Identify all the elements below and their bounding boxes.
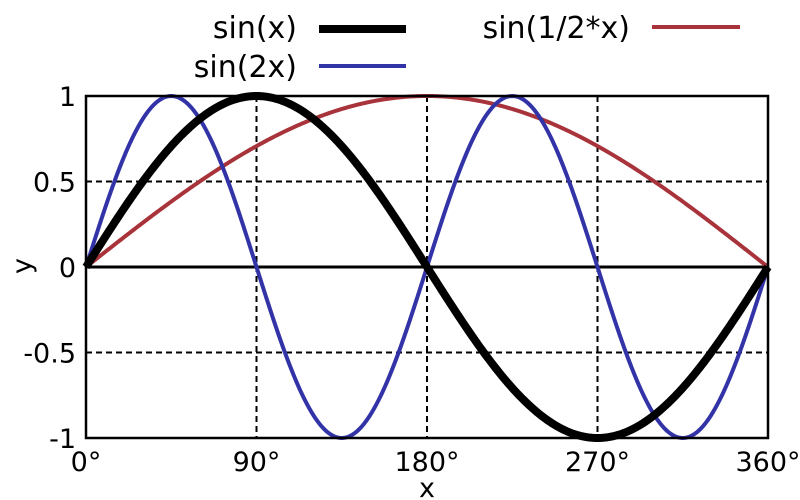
legend-label: sin(x) <box>213 11 297 46</box>
legend: sin(x) sin(2x) sin(1/2*x) <box>194 11 740 85</box>
tick-labels: 0° 90° 180° 270° 360° 1 0.5 0 -0.5 -1 <box>23 82 800 478</box>
legend-entry: sin(1/2*x) <box>483 11 740 46</box>
y-tick-label: 1 <box>59 82 76 113</box>
y-axis-label: y <box>7 258 38 274</box>
legend-label: sin(2x) <box>194 50 297 85</box>
x-tick-label: 0° <box>71 447 102 478</box>
y-tick-label: 0.5 <box>33 168 76 199</box>
legend-entry: sin(2x) <box>194 50 406 85</box>
legend-label: sin(1/2*x) <box>483 11 630 46</box>
x-tick-label: 90° <box>233 447 281 478</box>
series-line-1 <box>82 92 772 442</box>
legend-entry: sin(x) <box>213 11 406 46</box>
y-tick-label: -0.5 <box>23 339 76 370</box>
y-tick-label: -1 <box>49 424 76 455</box>
x-axis-label: x <box>419 473 435 500</box>
plot-frame <box>84 94 770 440</box>
x-tick-label: 270° <box>565 447 630 478</box>
x-tick-label: 360° <box>735 447 800 478</box>
x-tick-label: 180° <box>394 447 459 478</box>
y-tick-label: 0 <box>59 253 76 284</box>
plot-border <box>84 94 770 440</box>
